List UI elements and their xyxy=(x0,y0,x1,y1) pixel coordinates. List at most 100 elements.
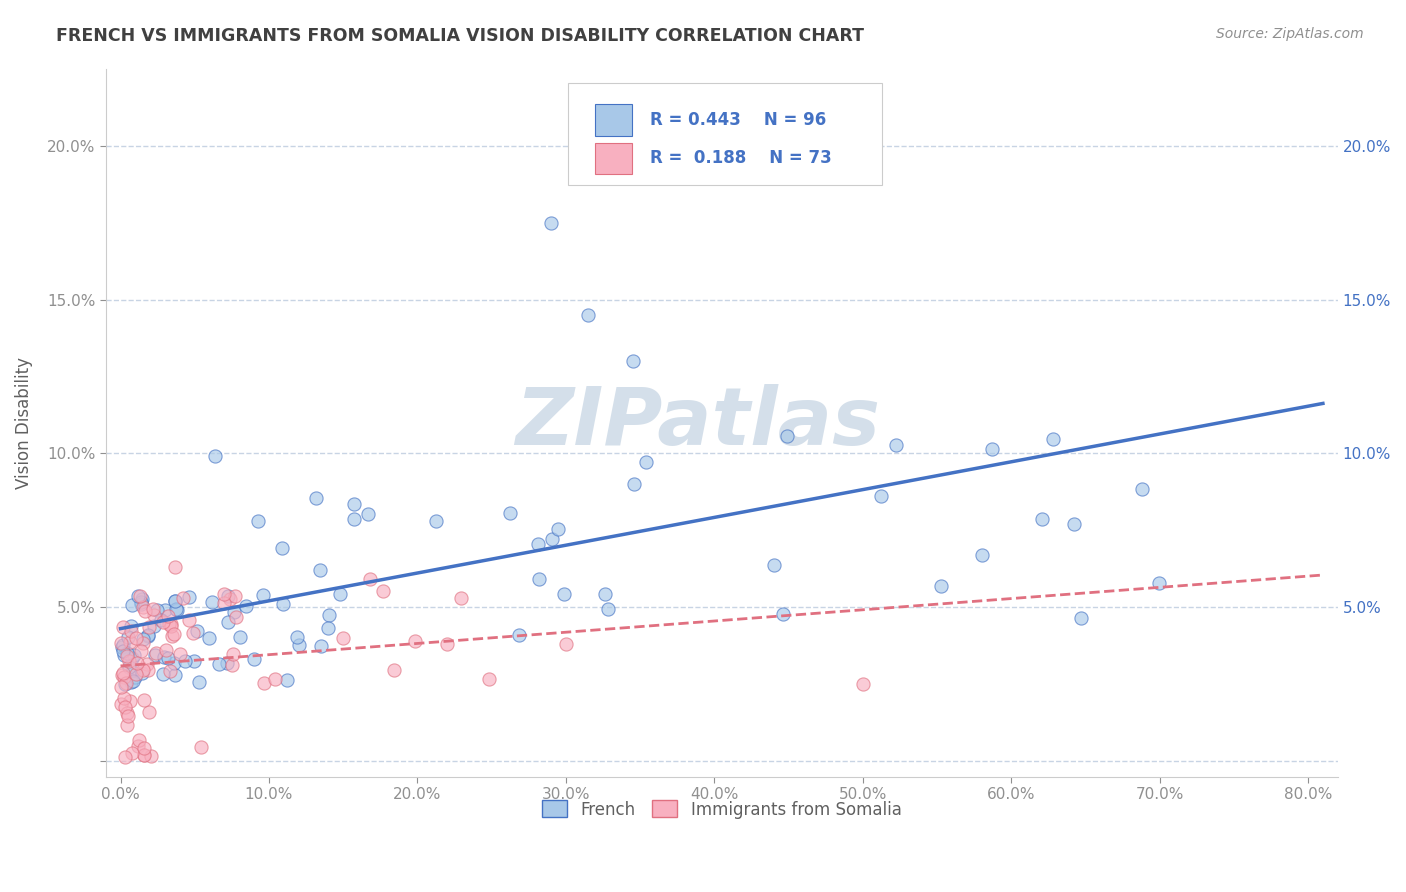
FancyBboxPatch shape xyxy=(595,104,631,136)
Point xyxy=(121,650,143,665)
Point xyxy=(136,663,159,677)
Point xyxy=(304,491,326,505)
Point xyxy=(177,591,200,605)
Text: ZIPatlas: ZIPatlas xyxy=(515,384,880,462)
Point xyxy=(134,693,156,707)
Point xyxy=(271,541,294,555)
Point xyxy=(120,618,142,632)
Point xyxy=(271,597,294,611)
Point xyxy=(623,477,645,491)
Text: R =  0.188    N = 73: R = 0.188 N = 73 xyxy=(650,150,832,168)
Point xyxy=(163,593,186,607)
Point xyxy=(131,666,153,681)
Point xyxy=(155,643,177,657)
Point xyxy=(114,750,136,764)
Point xyxy=(576,138,599,153)
Point xyxy=(1132,483,1154,497)
Point xyxy=(450,591,472,605)
Point xyxy=(157,617,180,632)
Point xyxy=(160,617,183,632)
Point xyxy=(1063,517,1085,532)
Point xyxy=(221,647,243,661)
Point xyxy=(425,515,447,529)
Point xyxy=(253,675,276,690)
Point xyxy=(208,657,231,671)
Point xyxy=(152,615,174,629)
Point xyxy=(122,648,145,662)
FancyBboxPatch shape xyxy=(595,143,631,175)
Point xyxy=(120,624,142,638)
Point xyxy=(527,536,550,550)
Point xyxy=(163,667,186,681)
Y-axis label: Vision Disability: Vision Disability xyxy=(15,357,32,489)
Legend: French, Immigrants from Somalia: French, Immigrants from Somalia xyxy=(536,794,908,825)
Point xyxy=(225,609,247,624)
Point xyxy=(117,718,139,732)
Point xyxy=(201,595,224,609)
Point xyxy=(308,563,330,577)
Point xyxy=(288,638,311,652)
Point xyxy=(111,644,134,658)
Point xyxy=(165,559,187,574)
Point xyxy=(373,584,395,599)
Point xyxy=(478,672,501,686)
Point xyxy=(160,629,183,643)
Point xyxy=(343,512,366,526)
Point xyxy=(129,597,152,611)
Point xyxy=(332,632,354,646)
Point xyxy=(138,705,160,719)
Point xyxy=(217,615,239,629)
Point xyxy=(508,628,530,642)
Point xyxy=(118,654,141,668)
Point xyxy=(215,657,238,671)
Point xyxy=(115,648,138,663)
Point xyxy=(212,586,235,600)
Point xyxy=(121,663,143,677)
Point xyxy=(190,739,212,754)
Point xyxy=(114,677,136,691)
Point xyxy=(174,654,197,668)
Point xyxy=(972,548,994,562)
Point xyxy=(204,449,226,463)
Point xyxy=(884,438,907,452)
Point xyxy=(111,665,134,680)
Point xyxy=(110,680,132,694)
Point xyxy=(224,605,246,619)
Point xyxy=(138,620,160,634)
Point xyxy=(498,506,520,520)
Point xyxy=(316,621,339,635)
Point xyxy=(120,674,142,689)
Point xyxy=(132,599,155,614)
Point xyxy=(165,602,187,616)
Point xyxy=(143,607,166,622)
Point xyxy=(634,455,657,469)
Point xyxy=(143,619,166,633)
Point xyxy=(357,507,380,521)
Point xyxy=(143,648,166,662)
Point xyxy=(163,657,186,671)
Point xyxy=(125,632,148,646)
Point xyxy=(115,675,138,690)
Point xyxy=(212,596,235,610)
Point xyxy=(111,668,134,682)
Point xyxy=(166,603,188,617)
Point xyxy=(115,706,138,720)
Point xyxy=(776,429,799,443)
Point xyxy=(1147,575,1170,590)
Point xyxy=(404,633,426,648)
Point xyxy=(115,646,138,660)
Point xyxy=(172,591,194,606)
Point xyxy=(219,591,242,606)
Point xyxy=(127,589,149,603)
Point xyxy=(553,587,575,601)
Point xyxy=(852,677,875,691)
Point xyxy=(980,442,1002,457)
Point xyxy=(169,647,191,661)
Point xyxy=(110,697,132,711)
Point xyxy=(128,589,150,603)
Point xyxy=(118,635,141,649)
Point xyxy=(595,587,617,601)
Point xyxy=(217,590,239,604)
Point xyxy=(436,637,458,651)
Point xyxy=(110,635,132,649)
